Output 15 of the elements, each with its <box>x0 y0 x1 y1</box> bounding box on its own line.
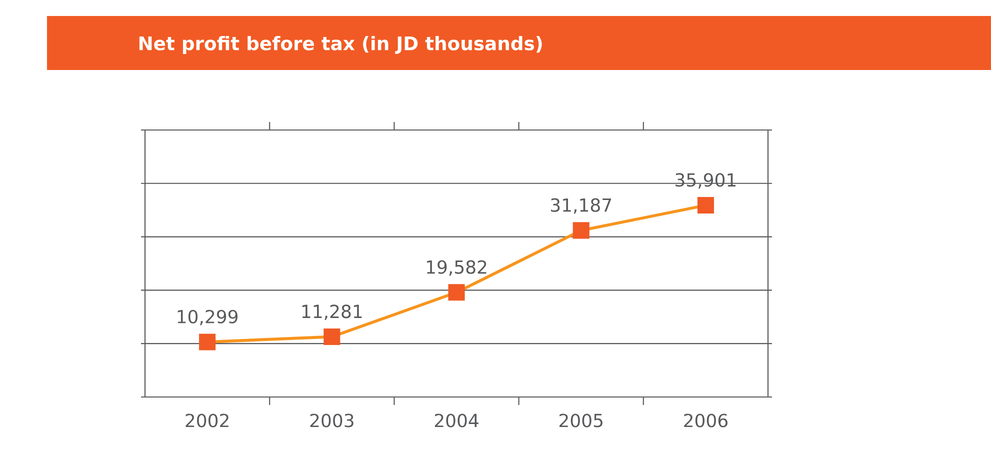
point <box>199 334 216 350</box>
point <box>448 284 465 301</box>
x-tick-label: 2002 <box>186 414 228 428</box>
point <box>572 222 590 239</box>
chart-title: Net profit before tax (in JD thousands) <box>139 36 542 54</box>
x-tick-label: 2006 <box>684 414 728 428</box>
data-label: 31,187 <box>550 198 612 214</box>
data-label: 10,299 <box>178 310 238 326</box>
point <box>324 328 340 346</box>
data-label: 19,582 <box>427 260 486 276</box>
x-tick-label: 2004 <box>434 414 478 428</box>
point <box>697 197 714 214</box>
x-tick-label: 2005 <box>560 414 602 428</box>
data-label: 11,281 <box>302 304 362 320</box>
x-tick-label: 2003 <box>310 414 354 428</box>
